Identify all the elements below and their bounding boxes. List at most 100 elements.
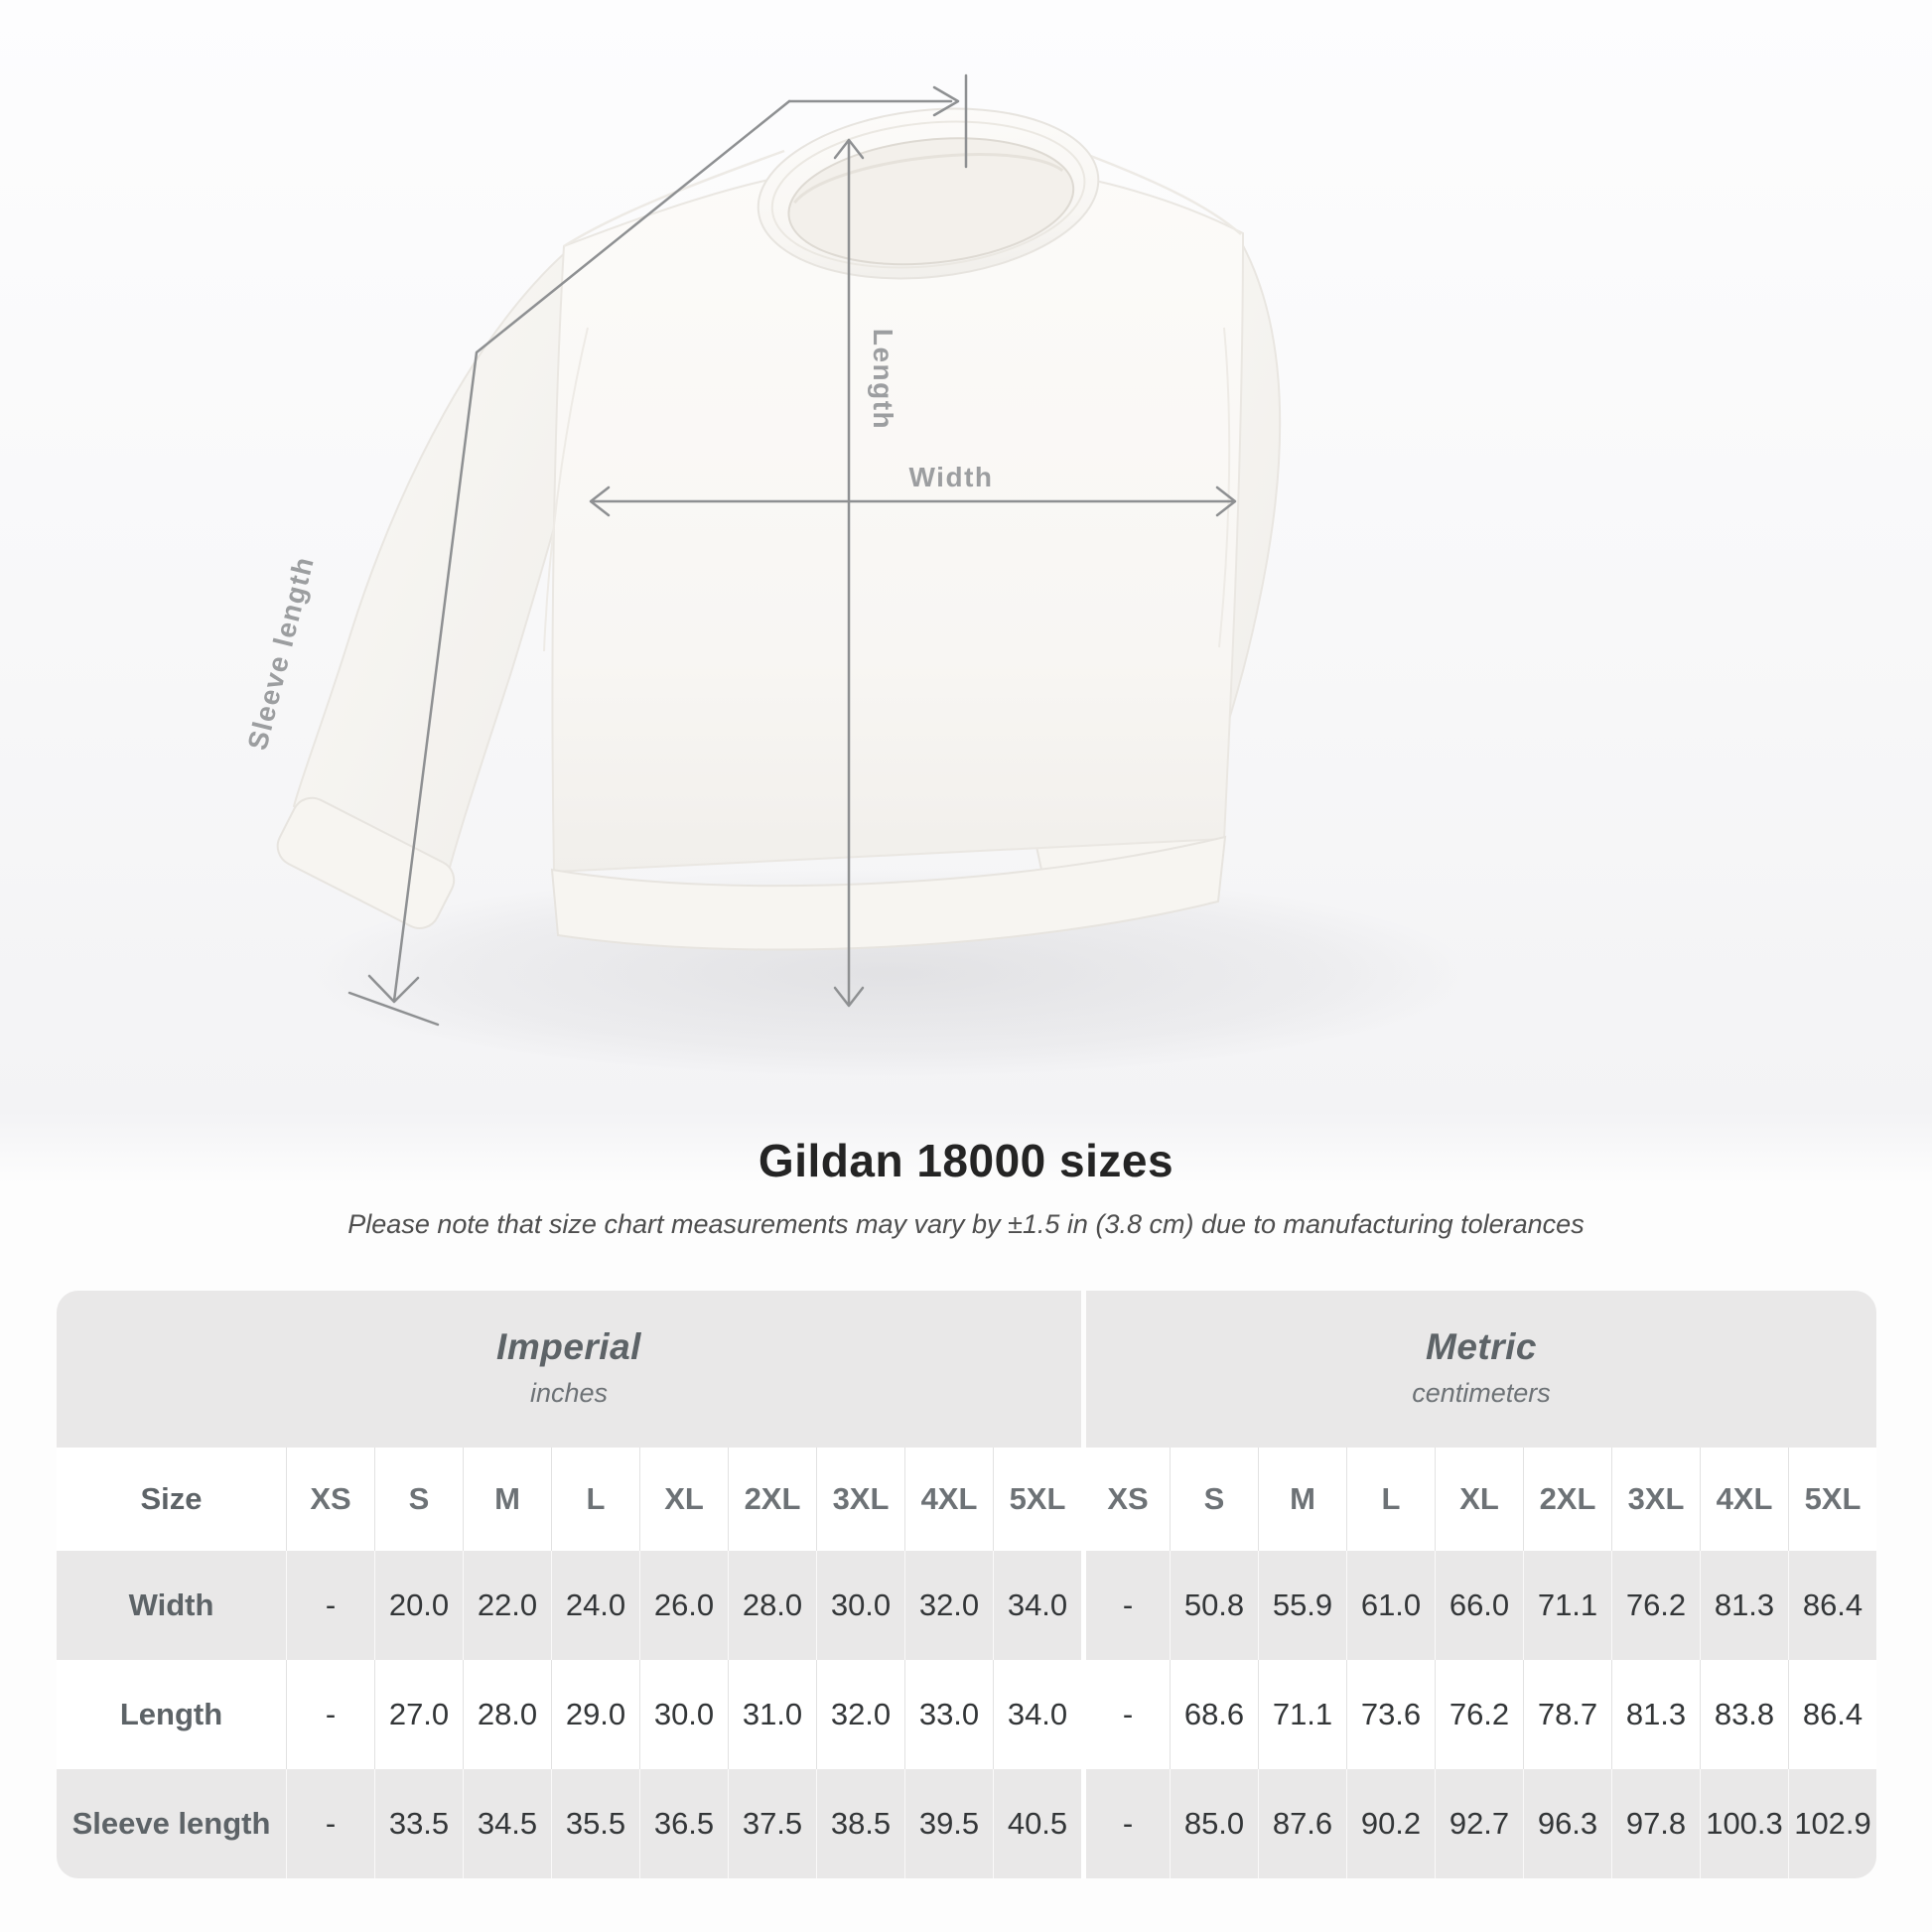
table-cell: 33.5 xyxy=(374,1769,463,1878)
imperial-unit: inches xyxy=(529,1378,609,1408)
table-cell: 34.0 xyxy=(993,1551,1081,1660)
table-cell: 102.9 xyxy=(1788,1769,1876,1878)
table-cell: 40.5 xyxy=(993,1769,1081,1878)
waistband xyxy=(550,835,1227,951)
table-cell: 71.1 xyxy=(1258,1660,1346,1769)
column-header: XS xyxy=(286,1448,374,1551)
table-cell: 32.0 xyxy=(816,1660,904,1769)
table-cell: 22.0 xyxy=(463,1551,551,1660)
header-row: Size XS S M L XL 2XL 3XL 4XL 5XL XS S M L XL 2XL 3XL 4XL 5… xyxy=(57,1448,1876,1551)
table-cell: 81.3 xyxy=(1700,1551,1788,1660)
length-label: Length xyxy=(868,329,898,430)
column-header: 4XL xyxy=(904,1448,993,1551)
table-cell: 37.5 xyxy=(728,1769,816,1878)
table-cell: 38.5 xyxy=(816,1769,904,1878)
table-cell: 36.5 xyxy=(639,1769,728,1878)
imperial-header: Imperial inches xyxy=(57,1291,1081,1448)
caption-block: Gildan 18000 sizes Please note that size… xyxy=(0,1112,1932,1291)
column-header: 3XL xyxy=(1611,1448,1700,1551)
row-label: Width xyxy=(128,1587,214,1622)
width-arrowhead-right xyxy=(1215,485,1237,517)
sleeve-length-arrowhead xyxy=(367,974,420,1004)
metric-unit: centimeters xyxy=(1412,1378,1551,1408)
column-header: 5XL xyxy=(1788,1448,1876,1551)
table-cell: 92.7 xyxy=(1435,1769,1523,1878)
table-cell: - xyxy=(1081,1551,1170,1660)
tolerance-note: Please note that size chart measurements… xyxy=(347,1209,1585,1239)
sleeve-length-label: Sleeve length xyxy=(242,553,320,754)
size-grid: Size XS S M L XL 2XL 3XL 4XL 5XL XS S M L XL 2XL 3XL 4XL 5… xyxy=(57,1448,1876,1878)
width-label: Width xyxy=(909,462,994,492)
table-cell: 33.0 xyxy=(904,1660,993,1769)
table-cell: 31.0 xyxy=(728,1660,816,1769)
table-cell: 28.0 xyxy=(463,1660,551,1769)
table-cell: 30.0 xyxy=(639,1660,728,1769)
column-header: 3XL xyxy=(816,1448,904,1551)
armhole-seam-right xyxy=(1218,327,1231,648)
column-header: 2XL xyxy=(1523,1448,1611,1551)
imperial-label: Imperial xyxy=(496,1326,641,1367)
table-cell: 32.0 xyxy=(904,1551,993,1660)
column-header: M xyxy=(1258,1448,1346,1551)
sleeve-length-end-tick xyxy=(347,991,440,1027)
top-reference-arrowhead xyxy=(932,85,960,117)
table-cell: 55.9 xyxy=(1258,1551,1346,1660)
table-cell: 76.2 xyxy=(1435,1660,1523,1769)
column-header: XL xyxy=(639,1448,728,1551)
column-header: XL xyxy=(1435,1448,1523,1551)
metric-label: Metric xyxy=(1426,1326,1537,1367)
row-label: Length xyxy=(119,1697,223,1731)
product-diagram: Length Width Sleeve length xyxy=(0,0,1932,1112)
table-cell: 100.3 xyxy=(1700,1769,1788,1878)
table-cell: - xyxy=(1081,1769,1170,1878)
width-arrowhead-left xyxy=(589,485,611,517)
length-arrowhead-bottom xyxy=(833,986,865,1008)
table-cell: 86.4 xyxy=(1788,1551,1876,1660)
table-cell: 81.3 xyxy=(1611,1660,1700,1769)
table-cell: 61.0 xyxy=(1346,1551,1435,1660)
table-cell: 97.8 xyxy=(1611,1769,1700,1878)
table-cell: 39.5 xyxy=(904,1769,993,1878)
column-header: 4XL xyxy=(1700,1448,1788,1551)
table-cell: 68.6 xyxy=(1170,1660,1258,1769)
table-cell: - xyxy=(286,1769,374,1878)
table-cell: 87.6 xyxy=(1258,1769,1346,1878)
left-sleeve xyxy=(292,247,586,888)
column-header: 5XL xyxy=(993,1448,1081,1551)
table-cell: 76.2 xyxy=(1611,1551,1700,1660)
table-cell: 35.5 xyxy=(551,1769,639,1878)
table-cell: 24.0 xyxy=(551,1551,639,1660)
table-cell: 50.8 xyxy=(1170,1551,1258,1660)
data-row: Length -27.0 28.0 29.0 30.0 31.0 32.0 33.0 34.0-… xyxy=(57,1660,1876,1769)
table-cell: 96.3 xyxy=(1523,1769,1611,1878)
table-cell: 90.2 xyxy=(1346,1769,1435,1878)
column-header: S xyxy=(1170,1448,1258,1551)
measurement-lines xyxy=(347,73,1237,1027)
table-cell: 86.4 xyxy=(1788,1660,1876,1769)
shoulder-seam-right xyxy=(1071,147,1242,235)
column-header: L xyxy=(551,1448,639,1551)
row-label: Sleeve length xyxy=(71,1806,271,1841)
data-row: Sleeve length -33.5 34.5 35.5 36.5 37.5 38.5 39… xyxy=(57,1769,1876,1878)
column-header: S xyxy=(374,1448,463,1551)
page-title: Gildan 18000 sizes xyxy=(758,1135,1174,1186)
table-cell: 83.8 xyxy=(1700,1660,1788,1769)
column-header: 2XL xyxy=(728,1448,816,1551)
size-column-header: Size xyxy=(140,1481,203,1516)
left-cuff xyxy=(276,796,456,929)
table-cell: 20.0 xyxy=(374,1551,463,1660)
table-cell: 28.0 xyxy=(728,1551,816,1660)
table-cell: 30.0 xyxy=(816,1551,904,1660)
table-cell: 71.1 xyxy=(1523,1551,1611,1660)
table-cell: 85.0 xyxy=(1170,1769,1258,1878)
table-cell: 26.0 xyxy=(639,1551,728,1660)
shoulder-seam-left xyxy=(563,149,785,248)
column-header: M xyxy=(463,1448,551,1551)
table-cell: 66.0 xyxy=(1435,1551,1523,1660)
table-cell: 29.0 xyxy=(551,1660,639,1769)
table-cell: - xyxy=(286,1660,374,1769)
column-header: L xyxy=(1346,1448,1435,1551)
sweatshirt-diagram: Length Width Sleeve length xyxy=(242,73,1474,1077)
table-cell: 73.6 xyxy=(1346,1660,1435,1769)
